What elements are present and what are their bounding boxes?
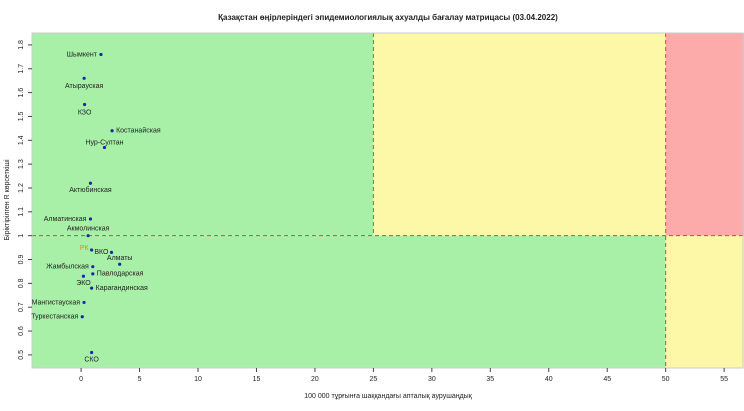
y-tick-label: 1.3 [18,159,25,169]
chart-title: Қазақстан өңірлеріндегі эпидемиологиялық… [218,13,558,22]
x-tick-label: 35 [486,376,494,383]
x-tick-label: 0 [79,376,83,383]
point-label: Карагандинская [96,285,148,292]
zone-red [665,33,744,236]
point-label: Жамбылская [46,263,89,271]
point-label: ВКО [94,249,109,256]
point-label: РК [80,245,90,252]
x-tick-label: 15 [253,376,261,383]
x-tick-label: 25 [369,376,377,383]
y-tick-label: 1.8 [18,40,25,50]
point-label: Нур-Султан [85,139,123,146]
point-label: ЭКО [76,280,91,287]
y-tick-label: 1.5 [18,111,25,121]
zone-green [32,33,374,236]
point-label: Костанайская [116,127,161,135]
point-label: Шымкент [67,51,98,58]
point [88,217,93,221]
y-tick-label: 1.1 [18,207,25,217]
plot-frame [31,32,744,369]
zone-yellow [373,33,666,236]
x-tick-label: 45 [603,376,611,383]
y-tick-label: 1.6 [18,88,25,98]
point-label: Акмолинская [67,226,110,233]
point [90,286,94,290]
y-tick-label: 0.9 [18,255,25,265]
point [83,102,87,107]
y-tick-label: 0.8 [18,278,25,288]
point [99,52,103,57]
y-tick-label: 1.7 [18,64,25,74]
y-tick-label: 0.5 [18,350,25,360]
y-tick-label: 1 [18,234,25,238]
x-tick-label: 10 [194,376,202,383]
point [110,129,114,133]
point-label: Павлодарская [97,271,144,278]
x-axis-label: 100 000 тұрғынға шаққандағы апталық ауру… [304,393,472,400]
point [80,315,84,319]
point [88,181,93,185]
point [91,265,95,269]
point [82,76,86,80]
point [91,272,95,276]
point [109,250,114,254]
x-tick-label: 50 [662,376,670,383]
point-label: КЗО [78,109,92,116]
x-tick-label: 20 [311,376,319,383]
point [90,350,94,355]
y-tick-label: 1.2 [18,183,25,193]
point [102,145,107,150]
point [118,262,122,266]
y-tick-label: 1.4 [18,135,25,145]
zone-yellow [665,235,744,368]
zone-green [32,235,666,368]
point [81,274,86,278]
x-tick-label: 40 [545,376,553,383]
x-tick-label: 55 [720,376,728,383]
y-tick-label: 0.6 [18,326,25,336]
x-tick-label: 30 [428,376,436,383]
point-label: Атырауская [65,83,103,90]
point-label: СКО [84,356,99,363]
x-tick-label: 5 [138,376,142,383]
y-tick-label: 0.7 [18,302,25,312]
y-axis-label: Біріктірілген R көрсеткіші [3,159,11,241]
point-label: Алматинская [44,216,87,223]
point [82,300,86,305]
point-label: Туркестанская [31,314,78,321]
point-label: Мангистауская [32,299,81,306]
point [90,248,94,252]
point-label: Алматы [107,255,133,262]
point-label: Актюбинская [69,186,112,194]
point [86,234,90,238]
